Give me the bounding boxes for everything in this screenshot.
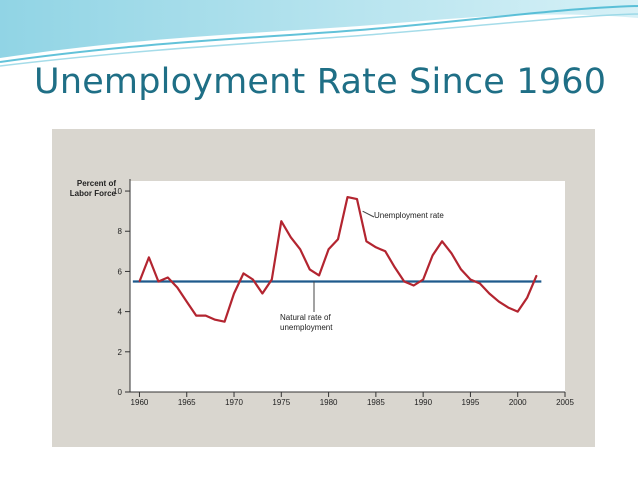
y-tick-label: 2 — [118, 348, 123, 357]
unemployment-rate-point — [309, 268, 311, 271]
y-axis-label-line: Percent of — [76, 179, 116, 188]
unemployment-rate-point — [460, 268, 462, 271]
y-tick-label: 8 — [118, 227, 123, 236]
x-tick-label: 1960 — [131, 398, 149, 407]
unemployment-rate-point — [432, 254, 434, 256]
unemployment-rate-point — [327, 248, 330, 250]
unemployment-rate-point — [186, 300, 188, 303]
unemployment-rate-point — [536, 274, 538, 277]
unemployment-rate-point — [261, 292, 263, 295]
unemployment-rate-point — [242, 272, 245, 275]
header-wave-decoration — [0, 0, 638, 67]
unemployment-rate-point — [346, 196, 349, 198]
y-axis-label: Percent of Labor Force — [60, 179, 116, 199]
unemployment-rate-point — [176, 286, 178, 289]
unemployment-rate-point — [507, 307, 509, 309]
x-tick-label: 1965 — [178, 398, 196, 407]
unemployment-rate-point — [488, 292, 490, 295]
unemployment-rate-point — [299, 248, 301, 250]
annotation-leader-unemployment — [362, 210, 375, 218]
annotation-unemployment-rate: Unemployment rate — [374, 211, 444, 220]
unemployment-rate-point — [148, 256, 150, 258]
x-tick-label: 1970 — [225, 398, 243, 407]
plot-area — [130, 181, 565, 392]
x-tick-label: 1980 — [320, 398, 338, 407]
unemployment-rate-point — [271, 278, 273, 281]
unemployment-rate-point — [394, 266, 396, 269]
unemployment-rate-point — [318, 274, 320, 277]
x-tick-label: 2000 — [509, 398, 527, 407]
y-tick-label: 10 — [113, 187, 122, 196]
unemployment-rate-point — [280, 220, 282, 222]
unemployment-rate-point — [205, 315, 207, 317]
unemployment-rate-point — [365, 240, 368, 242]
unemployment-rate-point — [450, 252, 453, 254]
unemployment-rate-point — [337, 238, 339, 240]
y-axis-label-line: Labor Force — [69, 189, 116, 198]
unemployment-rate-point — [252, 278, 254, 281]
unemployment-rate-point — [441, 240, 443, 242]
y-tick-label: 0 — [118, 388, 123, 397]
slide-title: Unemployment Rate Since 1960 — [34, 62, 607, 102]
unemployment-rate-point — [403, 280, 405, 283]
unemployment-rate-point — [223, 321, 226, 323]
unemployment-rate-point — [375, 246, 377, 248]
y-tick-label: 6 — [118, 267, 123, 276]
x-tick-label: 1975 — [272, 398, 290, 407]
unemployment-rate-point — [214, 319, 216, 321]
unemployment-rate-point — [469, 278, 472, 281]
unemployment-rate-point — [233, 292, 235, 295]
unemployment-rate-point — [422, 278, 424, 281]
annotation-line: unemployment — [280, 323, 333, 332]
unemployment-rate-point — [290, 236, 292, 238]
unemployment-rate-point — [413, 284, 415, 287]
unemployment-rate-point — [157, 280, 159, 283]
x-tick-label: 2005 — [556, 398, 574, 407]
unemployment-rate-point — [167, 276, 169, 279]
unemployment-rate-point — [517, 311, 519, 313]
unemployment-rate-point — [479, 282, 481, 285]
unemployment-rate-point — [498, 300, 500, 303]
unemployment-rate-point — [384, 250, 386, 252]
x-tick-label: 1990 — [414, 398, 432, 407]
unemployment-rate-point — [138, 280, 141, 283]
chart-figure: 0 2 4 6 8 10 1960 1965 1970 1975 1980 1985 1990 1995 2… — [52, 129, 595, 447]
line-chart: 0 2 4 6 8 10 1960 1965 1970 1975 1980 1985 1990 1995 2… — [113, 179, 574, 407]
unemployment-rate-point — [526, 296, 528, 299]
x-tick-label: 1995 — [462, 398, 480, 407]
unemployment-rate-point — [195, 315, 197, 317]
unemployment-rate-point — [356, 198, 358, 200]
annotation-line: Natural rate of — [280, 313, 331, 322]
y-tick-label: 4 — [118, 308, 123, 317]
x-tick-label: 1985 — [367, 398, 385, 407]
annotation-natural-rate: Natural rate of unemployment — [280, 313, 370, 333]
